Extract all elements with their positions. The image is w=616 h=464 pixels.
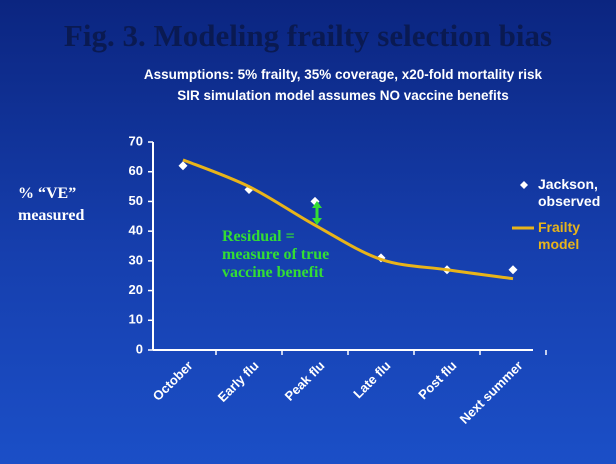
y-axis-label: % “VE” measured	[18, 185, 85, 224]
y-tick-label: 60	[129, 163, 143, 178]
data-point	[178, 161, 188, 171]
annotation: Residual = measure of true vaccine benef…	[222, 228, 330, 281]
residual-arrow-head	[312, 201, 322, 225]
x-tick-label: October	[150, 358, 196, 404]
x-tick-label: Late flu	[350, 358, 393, 401]
y-tick-label: 0	[136, 341, 143, 356]
legend-marker	[520, 181, 528, 189]
x-tick-label: Next summer	[457, 358, 526, 427]
y-tick-label: 30	[129, 252, 143, 267]
x-tick-label: Peak flu	[282, 358, 328, 404]
subtitle: Assumptions: 5% frailty, 35% coverage, x…	[143, 67, 543, 82]
title: Fig. 3. Modeling frailty selection bias	[63, 18, 553, 53]
x-tick-label: Early flu	[215, 358, 262, 405]
y-tick-label: 10	[129, 312, 143, 327]
data-point	[508, 265, 518, 275]
y-tick-label: 40	[129, 223, 143, 238]
y-tick-label: 70	[129, 133, 143, 148]
x-tick-label: Post flu	[415, 358, 459, 402]
subtitle: SIR simulation model assumes NO vaccine …	[177, 88, 509, 103]
legend-label: Jackson, observed	[538, 176, 601, 209]
legend-label: Frailty model	[538, 219, 581, 252]
y-tick-label: 20	[129, 282, 143, 297]
frailty-line	[182, 158, 514, 281]
y-tick-label: 50	[129, 193, 143, 208]
